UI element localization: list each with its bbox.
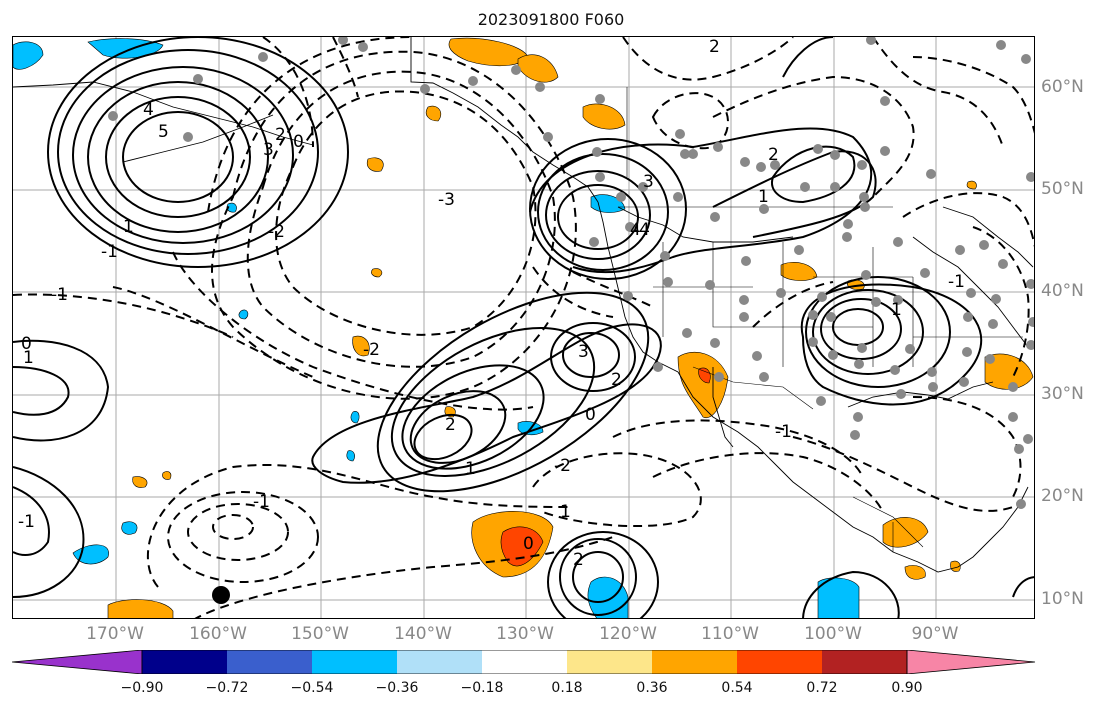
contour-label: 0: [21, 334, 32, 354]
contour-label: 1: [123, 217, 134, 237]
colorbar-bin: [227, 650, 312, 674]
colorbar-tick: 0.36: [636, 680, 668, 696]
lat-label: 60°N: [1041, 77, 1084, 97]
colorbar-tick: 0.72: [806, 680, 838, 696]
lat-label: 40°N: [1041, 281, 1084, 301]
colorbar-extend-high: [906, 650, 1036, 674]
contour-label: 2: [275, 125, 286, 145]
lon-label: 170°W: [86, 624, 144, 644]
contour-label: 1: [758, 187, 769, 207]
lon-label: 140°W: [394, 624, 452, 644]
contour-label: -2: [268, 222, 285, 242]
lon-label: 90°W: [911, 624, 959, 644]
colorbar-bin: [567, 650, 652, 674]
contour-label: 2: [611, 370, 622, 390]
colorbar-tick: −0.90: [120, 680, 164, 696]
contour-label: 1: [23, 348, 34, 368]
colorbar-bin: [652, 650, 737, 674]
contour-label: 0: [523, 534, 534, 554]
contour-label: 3: [643, 172, 654, 192]
map-panel: 5 4 3 2 1 0 -1 -2 -3 -4 -2 -1 0 1 2 3 2 …: [12, 36, 1035, 619]
contour-label: 4: [143, 100, 154, 120]
colorbar-bin: [737, 650, 822, 674]
lon-label: 100°W: [804, 624, 862, 644]
contour-label: 2: [709, 37, 720, 57]
lon-label: 110°W: [701, 624, 759, 644]
shaded-anomalies: [13, 37, 1034, 618]
contour-label: 2: [573, 550, 584, 570]
contour-label: 5: [158, 122, 169, 142]
chart-title: 2023091800 F060: [477, 10, 625, 29]
colorbar-tick: −0.54: [290, 680, 334, 696]
colorbar-tick: −0.72: [205, 680, 249, 696]
contour-label: 1: [465, 459, 476, 479]
colorbar-bin: [482, 650, 567, 674]
contour-label: 0: [585, 405, 596, 425]
colorbar: [12, 650, 1036, 674]
lat-label: 30°N: [1041, 384, 1084, 404]
colorbar-bin: [312, 650, 397, 674]
solid-contours: [13, 37, 1034, 618]
contour-label: 3: [578, 342, 589, 362]
contour-label: -2: [363, 340, 380, 360]
contour-label: -1: [253, 492, 270, 512]
contour-label: -1: [775, 422, 792, 442]
colorbar-bin: [397, 650, 482, 674]
contour-label: 2: [768, 145, 779, 165]
position-marker: [212, 586, 230, 604]
graticule: [13, 37, 1034, 618]
lon-label: 130°W: [496, 624, 554, 644]
contour-label: 3: [263, 140, 274, 160]
dashed-contours: [13, 37, 1034, 618]
contour-label: -1: [51, 285, 68, 305]
contour-label: -4: [633, 220, 650, 240]
contour-label: -1: [101, 242, 118, 262]
colorbar-bin: [822, 650, 907, 674]
contour-labels: 5 4 3 2 1 0 -1 -2 -3 -4 -2 -1 0 1 2 3 2 …: [18, 37, 965, 570]
lat-label: 10°N: [1041, 589, 1084, 609]
map-svg: 5 4 3 2 1 0 -1 -2 -3 -4 -2 -1 0 1 2 3 2 …: [13, 37, 1034, 618]
colorbar-bin: [142, 650, 227, 674]
colorbar-tick: −0.36: [375, 680, 419, 696]
lon-label: 120°W: [599, 624, 657, 644]
lon-label: 150°W: [291, 624, 349, 644]
station-dots: [108, 37, 1034, 509]
contour-label: 0: [293, 132, 304, 152]
lat-label: 50°N: [1041, 179, 1084, 199]
contour-label: -3: [438, 190, 455, 210]
contour-label: 1: [891, 300, 902, 320]
contour-label: 2: [445, 415, 456, 435]
contour-label: -1: [18, 512, 35, 532]
colorbar-tick: 0.90: [891, 680, 923, 696]
colorbar-tick: 0.18: [551, 680, 583, 696]
colorbar-tick: 0.54: [721, 680, 753, 696]
contour-label: 1: [560, 502, 571, 522]
colorbar-tick: −0.18: [460, 680, 504, 696]
colorbar-extend-low: [12, 650, 143, 674]
contour-label: -2: [554, 456, 571, 476]
lat-label: 20°N: [1041, 486, 1084, 506]
contour-label: -1: [948, 272, 965, 292]
contour-label: 4: [630, 220, 641, 240]
lon-label: 160°W: [189, 624, 247, 644]
